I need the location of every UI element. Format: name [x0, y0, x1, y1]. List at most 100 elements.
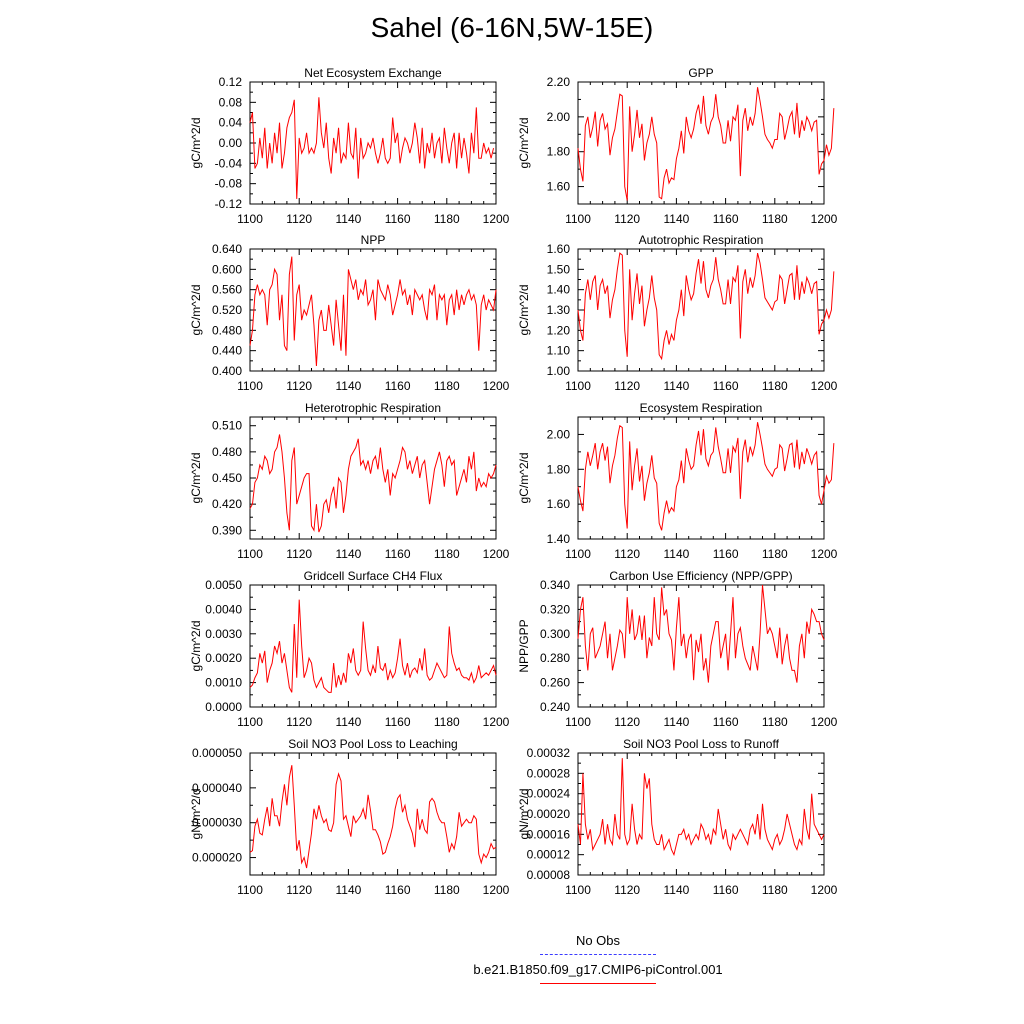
y-axis-label: gN/m^2/d	[189, 789, 203, 840]
y-tick-label: 0.000050	[192, 746, 242, 760]
x-tick-label: 1160	[385, 212, 411, 226]
x-tick-label: 1160	[713, 212, 739, 226]
y-tick-label: 0.260	[540, 676, 570, 690]
x-tick-label: 1140	[335, 547, 361, 561]
y-axis-label: gC/m^2/d	[517, 453, 531, 504]
x-tick-label: 1120	[286, 715, 312, 729]
x-tick-label: 1160	[385, 715, 411, 729]
x-tick-label: 1200	[811, 379, 838, 393]
x-tick-label: 1160	[385, 547, 411, 561]
plot-frame	[249, 81, 497, 205]
y-tick-label: -0.04	[215, 156, 243, 170]
panel-title: Gridcell Surface CH4 Flux	[304, 569, 443, 583]
x-tick-label: 1200	[811, 547, 838, 561]
x-tick-label: 1120	[614, 883, 640, 897]
series-line	[249, 256, 497, 366]
y-tick-label: 0.00028	[527, 766, 571, 780]
x-tick-label: 1100	[565, 212, 591, 226]
y-tick-label: 0.0040	[205, 602, 242, 616]
series-line	[249, 765, 497, 869]
y-tick-label: 0.00016	[527, 827, 571, 841]
series-line	[577, 252, 835, 361]
y-tick-label: 0.480	[212, 323, 242, 337]
plot-frame	[577, 416, 825, 540]
panel-3: NPP 1100 1120 1140 1160 1180 1200 0.400 0.440 0.4…	[189, 233, 510, 393]
y-tick-label: 0.12	[219, 75, 243, 89]
y-tick-label: 0.390	[212, 523, 242, 537]
x-tick-label: 1100	[237, 883, 263, 897]
panel-10: Soil NO3 Pool Loss to Runoff 1100 1120 1140…	[517, 737, 838, 897]
x-tick-label: 1100	[237, 715, 263, 729]
x-tick-label: 1200	[483, 379, 510, 393]
y-tick-label: -0.08	[215, 177, 243, 191]
x-tick-label: 1120	[286, 883, 312, 897]
x-tick-label: 1180	[762, 715, 788, 729]
x-tick-label: 1140	[663, 715, 689, 729]
x-tick-label: 1200	[811, 212, 838, 226]
panel-title: NPP	[361, 233, 386, 247]
figure-title: Sahel (6-16N,5W-15E)	[370, 12, 654, 43]
x-tick-label: 1200	[483, 547, 510, 561]
y-tick-label: 0.00	[219, 136, 243, 150]
y-tick-label: 0.000040	[192, 781, 242, 795]
panel-title: GPP	[688, 66, 713, 80]
y-tick-label: 0.480	[212, 445, 242, 459]
plot-frame	[577, 584, 825, 708]
plot-frame	[249, 584, 497, 708]
x-tick-label: 1160	[385, 883, 411, 897]
y-tick-label: 0.0020	[205, 651, 242, 665]
x-tick-label: 1120	[286, 547, 312, 561]
y-tick-label: 0.520	[212, 303, 242, 317]
series-line	[577, 758, 825, 857]
y-axis-label: gC/m^2/d	[189, 285, 203, 336]
legend-obs-line	[540, 954, 656, 955]
x-tick-label: 1120	[286, 212, 312, 226]
y-tick-label: 0.08	[219, 95, 243, 109]
x-tick-label: 1100	[237, 212, 263, 226]
y-axis-label: gC/m^2/d	[189, 118, 203, 169]
x-tick-label: 1180	[762, 547, 788, 561]
x-tick-label: 1140	[335, 212, 361, 226]
y-tick-label: 0.00020	[527, 807, 571, 821]
y-tick-label: 0.340	[540, 578, 570, 592]
y-tick-label: 1.00	[547, 364, 571, 378]
x-tick-label: 1100	[565, 379, 591, 393]
series-line	[577, 87, 835, 201]
x-tick-label: 1180	[434, 547, 460, 561]
panel-title: Soil NO3 Pool Loss to Leaching	[288, 737, 457, 751]
plot-frame	[577, 248, 825, 372]
x-tick-label: 1160	[713, 883, 739, 897]
y-tick-label: 1.60	[547, 180, 571, 194]
panel-2: GPP 1100 1120 1140 1160 1180 1200 1.60 1.80 2.00 2…	[517, 66, 838, 226]
x-tick-label: 1120	[286, 379, 312, 393]
legend-model-line	[540, 983, 656, 984]
x-tick-label: 1140	[663, 379, 689, 393]
y-tick-label: -0.12	[215, 197, 243, 211]
y-tick-label: 2.00	[547, 427, 571, 441]
x-tick-label: 1120	[614, 547, 640, 561]
panel-7: Gridcell Surface CH4 Flux 1100 1120 1140 116…	[189, 569, 510, 729]
series-line	[249, 434, 497, 533]
y-axis-label: gC/m^2/d	[517, 285, 531, 336]
y-tick-label: 1.40	[547, 532, 571, 546]
panel-title: Autotrophic Respiration	[639, 233, 764, 247]
panel-title: Net Ecosystem Exchange	[304, 66, 442, 80]
x-tick-label: 1120	[614, 212, 640, 226]
x-tick-label: 1180	[762, 883, 788, 897]
y-axis-label: gN/m^2/d	[517, 789, 531, 840]
y-tick-label: 0.400	[212, 364, 242, 378]
x-tick-label: 1160	[713, 715, 739, 729]
y-tick-label: 0.0030	[205, 627, 242, 641]
x-tick-label: 1100	[237, 379, 263, 393]
y-axis-label: gC/m^2/d	[189, 621, 203, 672]
y-tick-label: 0.0000	[205, 700, 242, 714]
panel-title: Heterotrophic Respiration	[305, 401, 441, 415]
y-tick-label: 2.20	[547, 75, 571, 89]
y-tick-label: 0.00032	[527, 746, 571, 760]
x-tick-label: 1140	[335, 883, 361, 897]
legend-obs-label: No Obs	[575, 933, 621, 948]
panel-title: Ecosystem Respiration	[640, 401, 763, 415]
y-tick-label: 1.80	[547, 462, 571, 476]
y-tick-label: 0.04	[219, 116, 243, 130]
